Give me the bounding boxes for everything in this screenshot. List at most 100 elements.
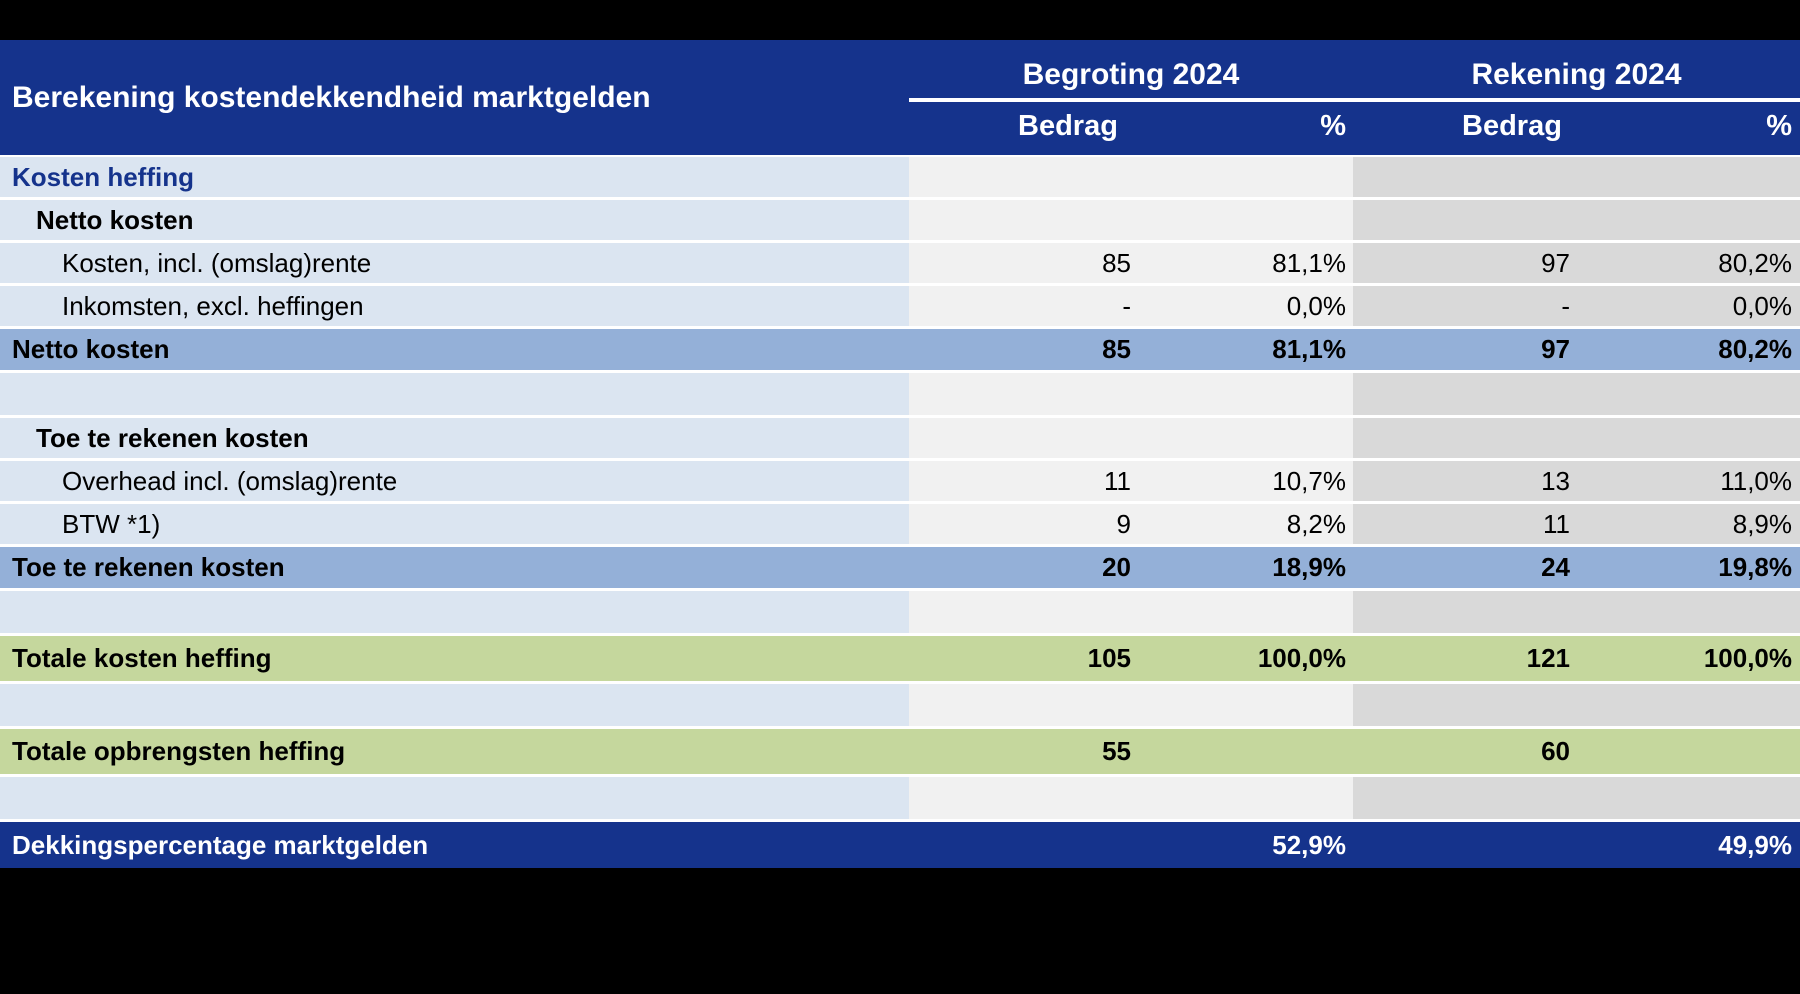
table-row: [0, 684, 1800, 726]
begroting-bedrag-cell: 85: [909, 329, 1141, 370]
row-label-cell: Overhead incl. (omslag)rente: [0, 461, 909, 501]
table-row: [0, 777, 1800, 819]
table-header: Berekening kostendekkendheid marktgelden…: [0, 40, 1800, 155]
begroting-bedrag-cell: 11: [909, 461, 1141, 501]
row-label-cell: [0, 591, 909, 633]
row-label: Kosten heffing: [12, 161, 194, 192]
table-body: Kosten heffing Netto kosten Kosten, incl…: [0, 155, 1800, 868]
begroting-bedrag-cell: [909, 777, 1141, 819]
column-group-rekening: Rekening 2024: [1471, 58, 1682, 91]
rekening-percent-cell: 49,9%: [1580, 822, 1800, 868]
rekening-percent-cell: 80,2%: [1580, 329, 1800, 370]
row-label: Netto kosten: [12, 334, 170, 364]
rekening-percent-cell: [1580, 591, 1800, 633]
rekening-bedrag-cell: 121: [1353, 636, 1580, 681]
rekening-percent-header: %: [1766, 110, 1792, 142]
begroting-bedrag-cell: 105: [909, 636, 1141, 681]
table-row: Inkomsten, excl. heffingen - 0,0% - 0,0%: [0, 286, 1800, 326]
row-label-cell: Totale kosten heffing: [0, 636, 909, 681]
row-label-cell: BTW *1): [0, 504, 909, 544]
rekening-percent-cell: [1580, 157, 1800, 197]
column-group-row: Begroting 2024 Rekening 2024: [909, 40, 1800, 98]
begroting-percent-cell: [1141, 777, 1353, 819]
begroting-bedrag-cell: 9: [909, 504, 1141, 544]
begroting-bedrag-cell: [909, 157, 1141, 197]
begroting-percent-cell: [1141, 200, 1353, 240]
row-label-cell: Totale opbrengsten heffing: [0, 729, 909, 774]
row-label: Totale kosten heffing: [12, 643, 272, 673]
begroting-bedrag-cell: [909, 200, 1141, 240]
begroting-percent-cell: 10,7%: [1141, 461, 1353, 501]
begroting-percent-cell: 8,2%: [1141, 504, 1353, 544]
begroting-percent-cell: [1141, 418, 1353, 458]
row-label-cell: Toe te rekenen kosten: [0, 418, 909, 458]
rekening-bedrag-cell: [1353, 418, 1580, 458]
table-row: Netto kosten: [0, 200, 1800, 240]
rekening-percent-cell: 100,0%: [1580, 636, 1800, 681]
row-label: Overhead incl. (omslag)rente: [62, 465, 398, 496]
begroting-percent-cell: [1141, 373, 1353, 415]
table-row: BTW *1) 9 8,2% 11 8,9%: [0, 504, 1800, 544]
begroting-bedrag-cell: 55: [909, 729, 1141, 774]
begroting-percent-cell: [1141, 684, 1353, 726]
table-row: Kosten heffing: [0, 157, 1800, 197]
begroting-bedrag-cell: 85: [909, 243, 1141, 283]
rekening-subcolumns: Bedrag %: [1353, 102, 1800, 151]
row-label: Inkomsten, excl. heffingen: [62, 290, 364, 321]
begroting-percent-cell: 52,9%: [1141, 822, 1353, 868]
begroting-bedrag-cell: 20: [909, 547, 1141, 588]
begroting-percent-header: %: [1320, 110, 1346, 142]
rekening-bedrag-cell: 13: [1353, 461, 1580, 501]
rekening-percent-cell: [1580, 418, 1800, 458]
cost-coverage-table: Berekening kostendekkendheid marktgelden…: [0, 40, 1800, 868]
row-label: Netto kosten: [36, 204, 194, 235]
table-row: [0, 591, 1800, 633]
rekening-percent-cell: 11,0%: [1580, 461, 1800, 501]
rekening-percent-cell: [1580, 729, 1800, 774]
rekening-percent-cell: [1580, 200, 1800, 240]
row-label: Dekkingspercentage marktgelden: [12, 829, 429, 860]
rekening-bedrag-cell: -: [1353, 286, 1580, 326]
rekening-bedrag-cell: [1353, 373, 1580, 415]
table-row: Kosten, incl. (omslag)rente 85 81,1% 97 …: [0, 243, 1800, 283]
rekening-percent-cell: 80,2%: [1580, 243, 1800, 283]
row-label-cell: [0, 684, 909, 726]
begroting-bedrag-cell: -: [909, 286, 1141, 326]
row-label: Totale opbrengsten heffing: [12, 736, 346, 766]
begroting-bedrag-cell: [909, 822, 1141, 868]
begroting-percent-cell: [1141, 591, 1353, 633]
table-row: Totale kosten heffing 105 100,0% 121 100…: [0, 636, 1800, 681]
begroting-bedrag-cell: [909, 418, 1141, 458]
table-row: Toe te rekenen kosten 20 18,9% 24 19,8%: [0, 547, 1800, 588]
rekening-bedrag-cell: 24: [1353, 547, 1580, 588]
row-label-cell: Netto kosten: [0, 200, 909, 240]
begroting-percent-cell: 81,1%: [1141, 243, 1353, 283]
begroting-percent-cell: 18,9%: [1141, 547, 1353, 588]
begroting-subcolumns: Bedrag %: [909, 102, 1353, 151]
rekening-bedrag-cell: [1353, 822, 1580, 868]
table-row: Overhead incl. (omslag)rente 11 10,7% 13…: [0, 461, 1800, 501]
table-title-text: Berekening kostendekkendheid marktgelden: [12, 80, 651, 114]
row-label: Toe te rekenen kosten: [12, 552, 285, 582]
column-group-begroting: Begroting 2024: [1022, 58, 1240, 91]
row-label-cell: Inkomsten, excl. heffingen: [0, 286, 909, 326]
row-label: Kosten, incl. (omslag)rente: [62, 247, 372, 278]
begroting-percent-cell: 81,1%: [1141, 329, 1353, 370]
rekening-bedrag-cell: [1353, 591, 1580, 633]
table-row: Dekkingspercentage marktgelden 52,9% 49,…: [0, 822, 1800, 868]
rekening-bedrag-cell: [1353, 684, 1580, 726]
row-label-cell: Kosten heffing: [0, 157, 909, 197]
rekening-bedrag-cell: 97: [1353, 243, 1580, 283]
rekening-bedrag-header: Bedrag: [1462, 110, 1562, 142]
row-label-cell: Dekkingspercentage marktgelden: [0, 822, 909, 868]
row-label: Toe te rekenen kosten: [36, 422, 309, 453]
rekening-percent-cell: 0,0%: [1580, 286, 1800, 326]
header-columns: Begroting 2024 Rekening 2024 Bedrag % Be…: [909, 40, 1800, 155]
rekening-percent-cell: 8,9%: [1580, 504, 1800, 544]
row-label-cell: [0, 373, 909, 415]
begroting-percent-cell: [1141, 729, 1353, 774]
rekening-percent-cell: [1580, 777, 1800, 819]
table-title: Berekening kostendekkendheid marktgelden: [0, 40, 909, 155]
begroting-bedrag-cell: [909, 591, 1141, 633]
